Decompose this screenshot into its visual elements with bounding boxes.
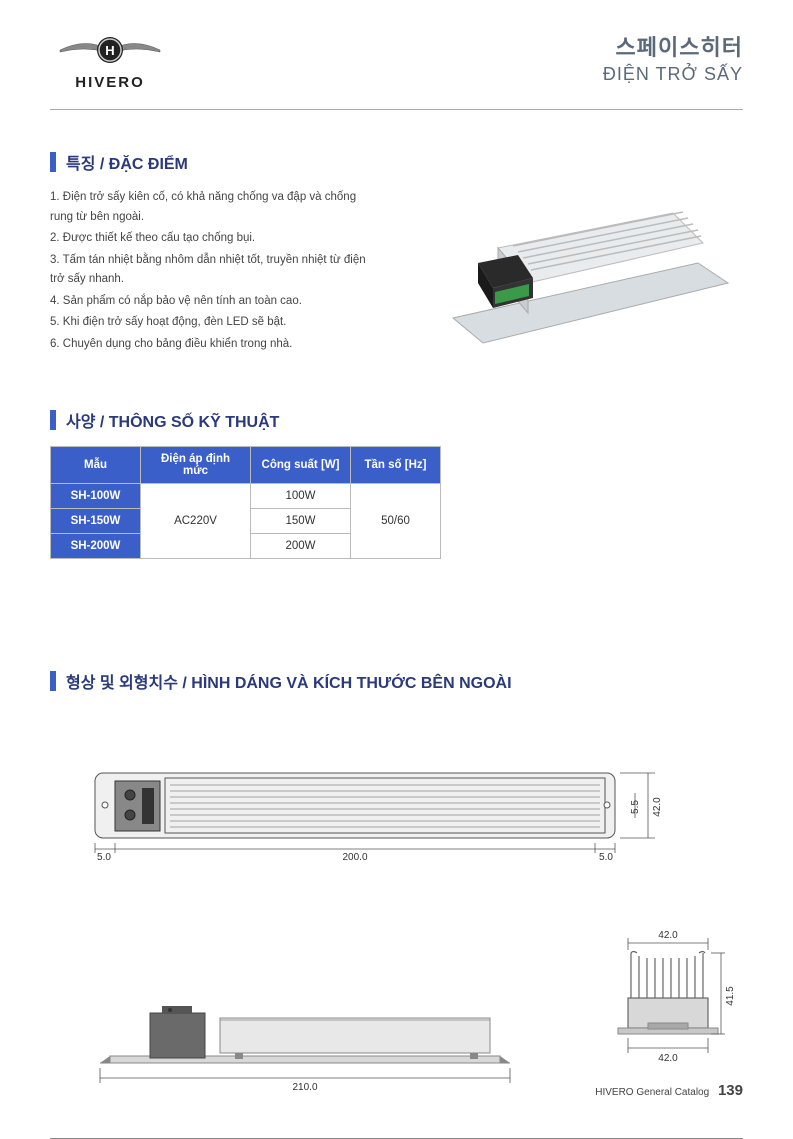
page-footer: HIVERO General Catalog 139: [595, 1082, 743, 1099]
wings-icon: H: [50, 30, 170, 70]
model-cell: SH-200W: [51, 534, 141, 559]
col-freq: Tần số [Hz]: [351, 447, 441, 484]
brand-logo: H HIVERO: [50, 30, 170, 91]
svg-text:42.0: 42.0: [652, 797, 663, 817]
page-number: 139: [718, 1082, 743, 1099]
spec-table: Mẫu Điện áp định mức Công suất [W] Tần s…: [50, 446, 441, 559]
svg-text:200.0: 200.0: [342, 852, 367, 863]
feature-item: 4. Sản phẩm có nắp bảo vệ nên tính an to…: [50, 292, 380, 312]
power-cell: 100W: [251, 484, 351, 509]
svg-text:41.5: 41.5: [725, 986, 736, 1006]
spec-heading-text: 사양 / THÔNG SỐ KỸ THUẬT: [66, 408, 279, 432]
col-power: Công suất [W]: [251, 447, 351, 484]
svg-text:5.0: 5.0: [97, 852, 111, 863]
svg-text:42.0: 42.0: [658, 930, 678, 941]
top-view-drawing: 5.0 200.0 5.0 5.5 42.0: [90, 753, 690, 863]
feature-item: 1. Điện trở sấy kiên cố, có khả năng chố…: [50, 188, 380, 227]
features-heading: 특징 / ĐẶC ĐIỂM: [50, 150, 743, 174]
spec-heading: 사양 / THÔNG SỐ KỸ THUẬT: [50, 408, 743, 432]
side-view-drawing: 210.0: [90, 968, 530, 1098]
table-header-row: Mẫu Điện áp định mức Công suất [W] Tần s…: [51, 447, 441, 484]
col-voltage: Điện áp định mức: [141, 447, 251, 484]
feature-item: 5. Khi điện trở sấy hoạt động, đèn LED s…: [50, 313, 380, 333]
model-cell: SH-150W: [51, 509, 141, 534]
header-titles: 스페이스히터 ĐIỆN TRỞ SẤY: [603, 30, 743, 85]
svg-text:5.5: 5.5: [630, 800, 641, 814]
brand-name: HIVERO: [75, 74, 145, 91]
features-row: 1. Điện trở sấy kiên cố, có khả năng chố…: [50, 188, 743, 358]
freq-cell: 50/60: [351, 484, 441, 559]
heading-bar-icon: [50, 671, 56, 691]
title-vietnamese: ĐIỆN TRỞ SẤY: [603, 64, 743, 85]
svg-text:5.0: 5.0: [599, 852, 613, 863]
bottom-drawings-row: 210.0 42.0: [50, 928, 743, 1098]
footer-label: HIVERO General Catalog: [595, 1087, 709, 1098]
voltage-cell: AC220V: [141, 484, 251, 559]
table-row: SH-100W AC220V 100W 50/60: [51, 484, 441, 509]
feature-item: 3. Tấm tán nhiệt bằng nhôm dẫn nhiệt tốt…: [50, 251, 380, 290]
dim-heading: 형상 및 외형치수 / HÌNH DÁNG VÀ KÍCH THƯỚC BÊN …: [50, 669, 743, 693]
feature-item: 2. Được thiết kế theo cấu tạo chống bụi.: [50, 229, 380, 249]
model-cell: SH-100W: [51, 484, 141, 509]
end-view-drawing: 42.0 41: [603, 928, 743, 1098]
features-list: 1. Điện trở sấy kiên cố, có khả năng chố…: [50, 188, 380, 358]
dim-heading-text: 형상 및 외형치수 / HÌNH DÁNG VÀ KÍCH THƯỚC BÊN …: [66, 669, 512, 693]
svg-text:210.0: 210.0: [292, 1082, 317, 1093]
svg-text:42.0: 42.0: [658, 1053, 678, 1064]
title-korean: 스페이스히터: [603, 30, 743, 62]
svg-text:H: H: [105, 43, 114, 58]
drawings: 5.0 200.0 5.0 5.5 42.0: [50, 753, 743, 1098]
product-photo: [423, 188, 743, 358]
features-heading-text: 특징 / ĐẶC ĐIỂM: [66, 150, 188, 174]
heading-bar-icon: [50, 410, 56, 430]
heading-bar-icon: [50, 152, 56, 172]
power-cell: 200W: [251, 534, 351, 559]
col-model: Mẫu: [51, 447, 141, 484]
feature-item: 6. Chuyên dụng cho bảng điều khiển trong…: [50, 335, 380, 355]
power-cell: 150W: [251, 509, 351, 534]
page-header: H HIVERO 스페이스히터 ĐIỆN TRỞ SẤY: [50, 30, 743, 110]
